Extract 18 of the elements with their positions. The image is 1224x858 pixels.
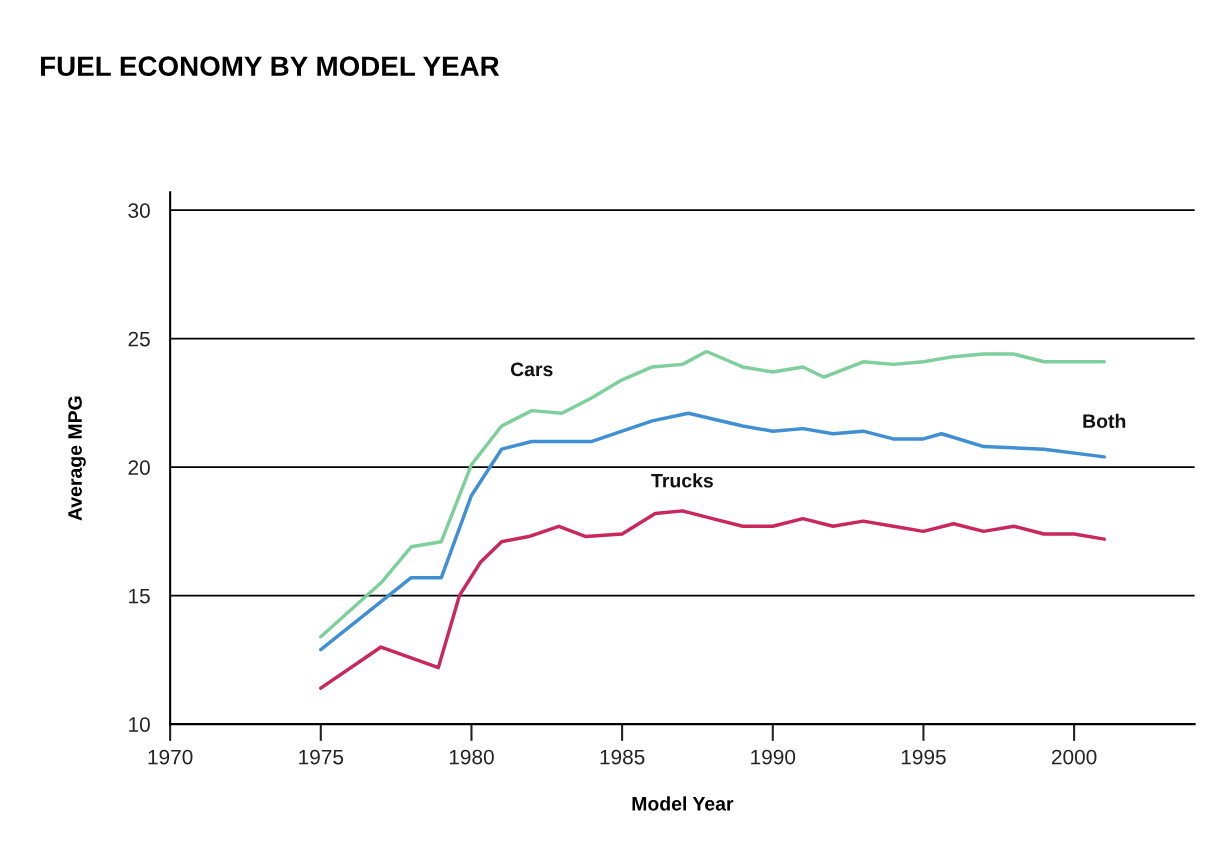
x-tick-label: 1995 xyxy=(901,749,946,765)
x-tick-label: 1990 xyxy=(751,749,796,765)
x-tick-label: 1985 xyxy=(600,749,645,765)
series-label: Cars xyxy=(510,362,553,377)
y-tick-label: 25 xyxy=(128,331,150,347)
y-axis-title: Average MPG xyxy=(68,396,86,521)
chart-title: FUEL ECONOMY BY MODEL YEAR xyxy=(41,56,500,77)
series-label: Trucks xyxy=(651,473,713,488)
series-label: Both xyxy=(1083,413,1126,429)
x-tick-label: 2000 xyxy=(1051,749,1097,765)
y-tick-label: 10 xyxy=(129,717,150,732)
y-tick-label: 30 xyxy=(128,203,150,218)
x-tick-label: 1970 xyxy=(148,749,193,765)
x-tick-label: 1975 xyxy=(299,749,344,765)
x-axis-title: Model Year xyxy=(632,796,734,811)
x-tick-label: 1980 xyxy=(449,749,494,765)
y-tick-label: 20 xyxy=(128,460,150,475)
y-tick-label: 15 xyxy=(129,588,150,604)
